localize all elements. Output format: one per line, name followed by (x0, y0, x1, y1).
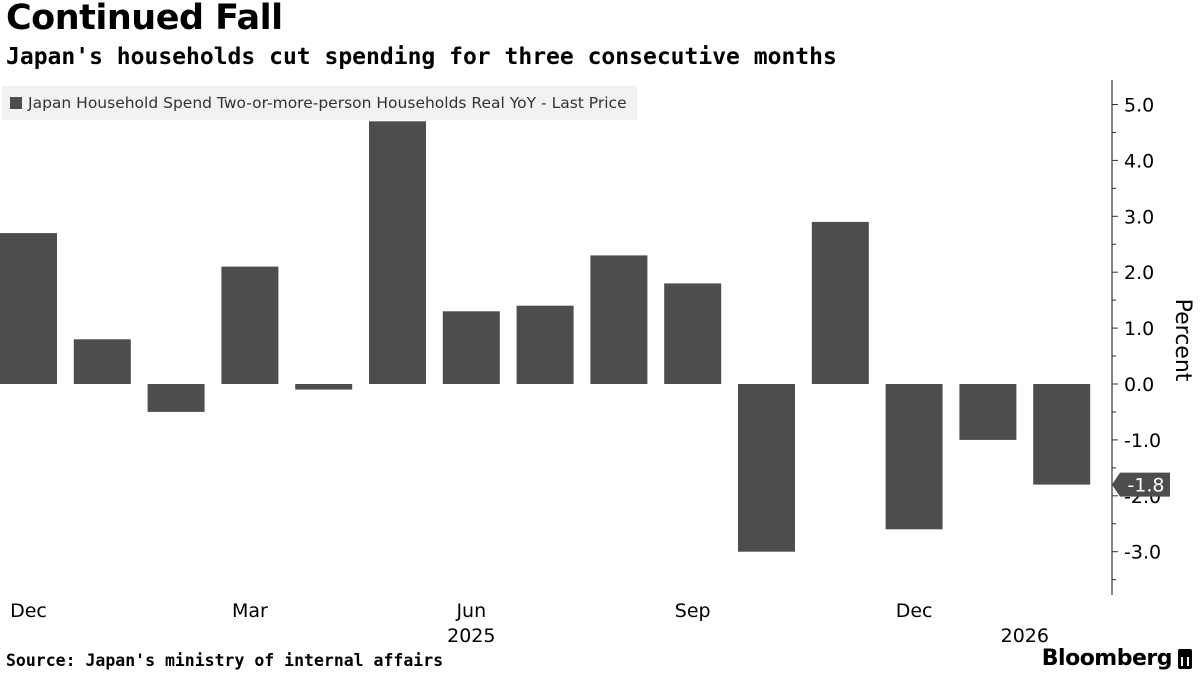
bar-mar-2025 (221, 266, 279, 384)
y-tick-label: 2.0 (1124, 262, 1154, 284)
x-tick-label: Dec (896, 600, 933, 622)
y-axis: 5.04.03.02.01.00.0-1.0-2.0-3.0 (1111, 80, 1161, 595)
bar-jun-2025 (442, 311, 500, 384)
bar-feb-2026 (1033, 384, 1091, 485)
x-year-label: 2025 (447, 625, 495, 647)
x-tick-label: Jun (455, 600, 486, 622)
x-tick-label: Sep (675, 600, 711, 622)
bar-dec-2025 (885, 384, 943, 530)
bar-jul-2025 (516, 305, 574, 384)
x-year-label: 2026 (1001, 625, 1049, 647)
source-note: Source: Japan's ministry of internal aff… (6, 651, 444, 670)
y-tick-label: 4.0 (1124, 150, 1154, 172)
legend: Japan Household Spend Two-or-more-person… (2, 86, 637, 120)
brand: Bloomberg (1042, 646, 1192, 671)
x-axis: Dec Mar Jun Sep Dec 2025 2026 (10, 600, 1049, 647)
bar-aug-2025 (590, 255, 648, 384)
y-tick-label: -3.0 (1124, 542, 1161, 564)
bar-jan-2026 (959, 384, 1017, 440)
y-tick-label: 1.0 (1124, 318, 1154, 340)
bar-may-2025 (369, 121, 426, 385)
legend-label: Japan Household Spend Two-or-more-person… (28, 94, 627, 112)
y-tick-label: 5.0 (1124, 95, 1154, 117)
y-tick-label: -1.0 (1124, 430, 1161, 452)
bar-apr-2025 (295, 384, 353, 390)
x-tick-label: Dec (10, 600, 47, 622)
bar-jan-2025 (73, 339, 131, 384)
y-axis-label: Percent (1170, 299, 1195, 382)
bar-oct-2025 (738, 384, 795, 552)
bar-dec-2024 (0, 233, 57, 384)
bar-feb-2025 (147, 384, 205, 412)
last-price-label: -1.8 (1127, 475, 1164, 497)
chart-subtitle: Japan's households cut spending for thre… (6, 44, 837, 70)
last-price-tag (1112, 472, 1170, 497)
legend-swatch-icon (10, 97, 22, 109)
y-tick-label: 0.0 (1124, 374, 1154, 396)
last-price-marker: -1.8 (1112, 472, 1170, 497)
chart-title: Continued Fall (6, 0, 283, 38)
bar-sep-2025 (664, 283, 722, 384)
bar-series (0, 121, 1091, 552)
x-tick-label: Mar (232, 600, 268, 622)
bloomberg-terminal-icon (1178, 648, 1192, 669)
brand-name: Bloomberg (1041, 646, 1173, 671)
bar-nov-2025 (811, 221, 869, 384)
y-tick-label: 3.0 (1124, 206, 1154, 228)
